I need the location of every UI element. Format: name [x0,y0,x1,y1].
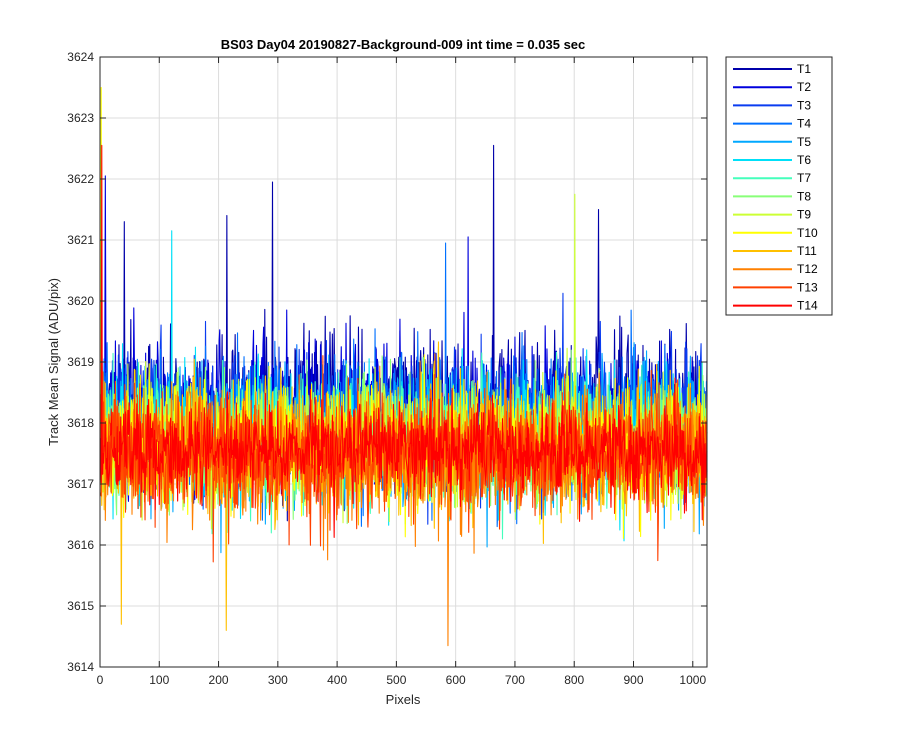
y-tick-label: 3616 [67,538,94,552]
y-tick-label: 3619 [67,355,94,369]
chart-title: BS03 Day04 20190827-Background-009 int t… [221,37,586,52]
legend-label-t3: T3 [797,98,811,112]
legend-label-t7: T7 [797,171,811,185]
legend-label-t1: T1 [797,62,811,76]
series-line-t13 [100,355,708,563]
y-axis-label: Track Mean Signal (ADU/pix) [46,278,61,446]
axis-ticks: 0 100 200 300 400 500 600 700 800 900 1000 3614 3615… [67,50,707,687]
legend-label-t12: T12 [797,262,818,276]
y-tick-label: 3614 [67,660,94,674]
x-tick-label: 400 [327,673,347,687]
legend-label-t10: T10 [797,226,818,240]
y-tick-label: 3620 [67,294,94,308]
legend-label-t5: T5 [797,135,811,149]
legend-label-t13: T13 [797,280,818,294]
legend: T1 T2 T3 T4 T5 T6 T7 T8 T9 T10 T11 T12 T13 T14 [725,56,833,316]
x-tick-label: 0 [97,673,104,687]
x-tick-label: 100 [149,673,169,687]
y-tick-label: 3622 [67,172,94,186]
legend-label-t11: T11 [797,244,817,258]
legend-label-t6: T6 [797,153,811,167]
y-tick-label: 3615 [67,599,94,613]
y-tick-label: 3617 [67,477,94,491]
x-tick-label: 300 [268,673,288,687]
legend-label-t9: T9 [797,208,811,222]
y-tick-label: 3624 [67,50,94,64]
x-axis-label: Pixels [386,692,421,707]
x-tick-label: 200 [209,673,229,687]
legend-box [725,56,833,316]
x-tick-label: 1000 [679,673,706,687]
x-tick-label: 700 [505,673,525,687]
legend-label-t8: T8 [797,189,811,203]
x-tick-label: 500 [386,673,406,687]
x-tick-label: 900 [623,673,643,687]
legend-label-t4: T4 [797,117,811,131]
x-tick-label: 600 [446,673,466,687]
series-line-t14 [100,144,708,538]
series-group [100,86,708,647]
legend-label-t2: T2 [797,80,811,94]
legend-label-t14: T14 [797,299,818,313]
x-tick-label: 800 [564,673,584,687]
y-tick-label: 3621 [67,233,94,247]
y-tick-label: 3618 [67,416,94,430]
y-tick-label: 3623 [67,111,94,125]
